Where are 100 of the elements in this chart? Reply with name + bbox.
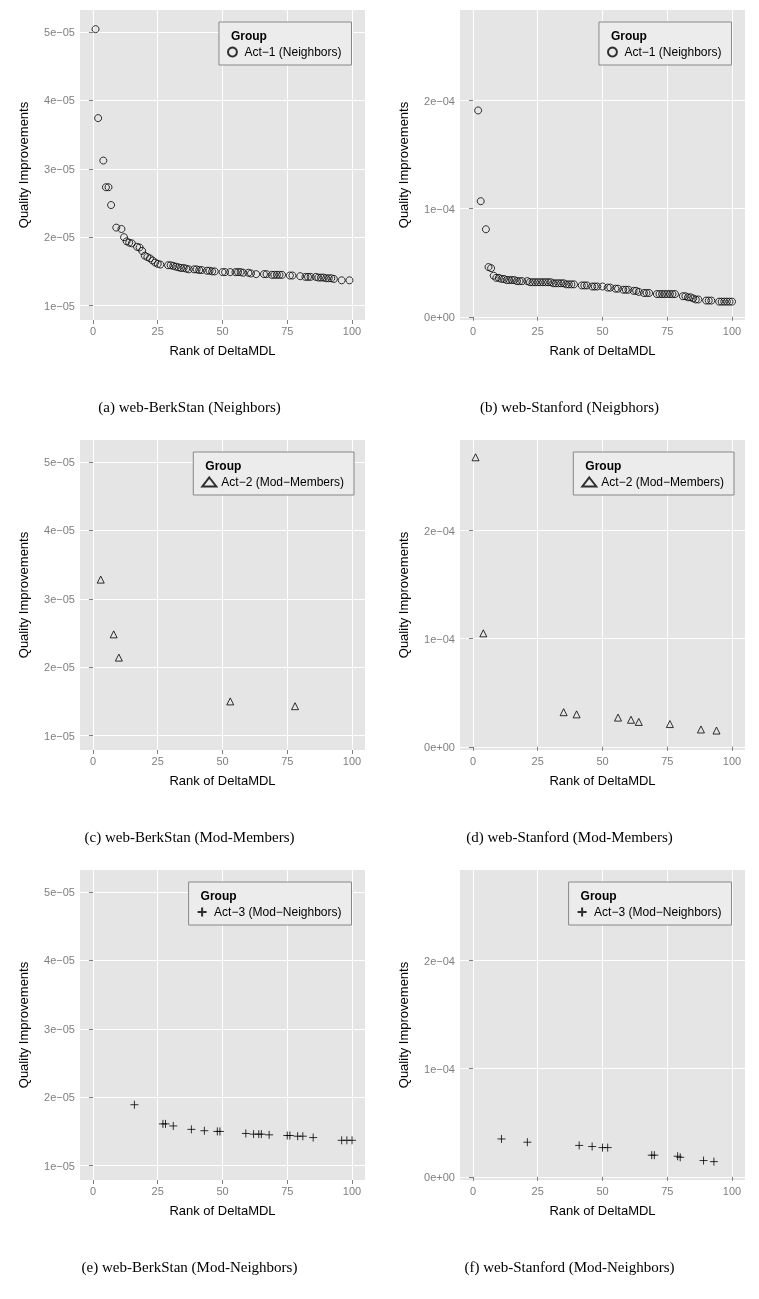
x-tick-label: 100: [722, 754, 742, 767]
point: [109, 630, 118, 639]
legend-label: Act−1 (Neighbors): [244, 45, 342, 59]
y-axis-title: Quality Improvements: [396, 101, 411, 229]
point: [264, 1130, 274, 1140]
y-tick-label: 1e−04: [424, 1062, 455, 1075]
x-tick-label: 75: [281, 324, 294, 337]
y-tick-label: 3e−05: [44, 1022, 75, 1035]
point: [699, 1156, 709, 1166]
point: [587, 1142, 597, 1152]
point: [168, 1121, 178, 1131]
text: (a) web-BerkStan (Neighbors): [98, 398, 281, 416]
x-tick-label: 75: [661, 324, 674, 337]
x-tick-label: 75: [281, 1184, 294, 1197]
text: (d) web-Stanford (Mod-Members): [466, 828, 673, 846]
point: [665, 720, 674, 729]
point: [559, 708, 568, 717]
point: [471, 453, 480, 462]
x-tick-label: 50: [596, 324, 609, 337]
x-tick-label: 0: [469, 324, 477, 337]
point: [522, 1137, 532, 1147]
x-tick-label: 100: [342, 754, 362, 767]
point: [129, 1100, 139, 1110]
y-tick-label: 5e−05: [44, 885, 75, 898]
x-tick-label: 50: [216, 1184, 229, 1197]
x-axis-title: Rank of DeltaMDL: [549, 343, 656, 358]
x-tick-label: 0: [469, 754, 477, 767]
y-axis-title: Quality Improvements: [396, 531, 411, 659]
legend-title: Group: [580, 889, 617, 903]
y-tick-label: 2e−05: [44, 1091, 75, 1104]
legend-title: Group: [610, 29, 647, 43]
x-tick-label: 0: [89, 1184, 97, 1197]
point: [479, 629, 488, 638]
y-tick-label: 0e+00: [424, 310, 455, 323]
point: [496, 1134, 506, 1144]
point: [347, 1135, 357, 1145]
text: (e) web-BerkStan (Mod-Neighbors): [81, 1258, 298, 1276]
legend-label: Act−2 (Mod−Members): [601, 475, 725, 489]
text: (b) web-Stanford (Neigbhors): [479, 398, 660, 416]
x-tick-label: 50: [596, 754, 609, 767]
y-tick-label: 2e−04: [424, 94, 455, 107]
x-tick-label: 25: [151, 1184, 164, 1197]
point: [603, 1143, 613, 1153]
point: [308, 1133, 318, 1143]
x-tick-label: 25: [151, 754, 164, 767]
point: [114, 653, 123, 662]
y-tick-label: 5e−05: [44, 455, 75, 468]
y-tick-label: 2e−04: [424, 954, 455, 967]
y-tick-label: 1e−04: [424, 202, 455, 215]
x-axis-title: Rank of DeltaMDL: [549, 773, 656, 788]
point: [709, 1157, 719, 1167]
point: [199, 1126, 209, 1136]
legend-title: Group: [230, 29, 267, 43]
point: [614, 713, 623, 722]
point: [712, 726, 721, 735]
legend-label: Act−3 (Mod−Neighbors): [214, 905, 342, 919]
x-tick-label: 50: [216, 324, 229, 337]
point: [241, 1128, 251, 1138]
y-tick-label: 3e−05: [44, 162, 75, 175]
y-axis-title: Quality Improvements: [396, 961, 411, 1089]
x-tick-label: 75: [661, 1184, 674, 1197]
x-tick-label: 75: [661, 754, 674, 767]
y-tick-label: 0e+00: [424, 1170, 455, 1183]
point: [298, 1131, 308, 1141]
y-tick-label: 2e−05: [44, 661, 75, 674]
y-tick-label: 1e−05: [44, 729, 75, 742]
legend-title: Group: [585, 459, 622, 473]
x-tick-label: 25: [531, 324, 544, 337]
legend-title: Group: [205, 459, 242, 473]
y-tick-label: 3e−05: [44, 592, 75, 605]
y-tick-label: 5e−05: [44, 25, 75, 38]
y-tick-label: 2e−05: [44, 231, 75, 244]
point: [574, 1140, 584, 1150]
x-tick-label: 100: [722, 324, 742, 337]
legend-label: Act−2 (Mod−Members): [221, 475, 345, 489]
legend-label: Act−3 (Mod−Neighbors): [594, 905, 722, 919]
x-tick-label: 25: [531, 1184, 544, 1197]
x-tick-label: 0: [89, 324, 97, 337]
y-tick-label: 4e−05: [44, 94, 75, 107]
legend-title: Group: [200, 889, 237, 903]
y-axis-title: Quality Improvements: [16, 961, 31, 1089]
legend-label: Act−1 (Neighbors): [624, 45, 722, 59]
x-tick-label: 25: [151, 324, 164, 337]
y-tick-label: 1e−05: [44, 299, 75, 312]
y-tick-label: 2e−04: [424, 524, 455, 537]
x-tick-label: 100: [342, 1184, 362, 1197]
point: [186, 1124, 196, 1134]
x-tick-label: 0: [89, 754, 97, 767]
x-axis-title: Rank of DeltaMDL: [169, 773, 276, 788]
point: [627, 715, 635, 724]
point: [634, 717, 643, 726]
x-tick-label: 100: [342, 324, 362, 337]
text: (c) web-BerkStan (Mod-Members): [84, 828, 295, 846]
x-axis-title: Rank of DeltaMDL: [549, 1203, 656, 1218]
x-tick-label: 25: [531, 754, 544, 767]
x-tick-label: 75: [281, 754, 294, 767]
point: [226, 697, 235, 706]
x-tick-label: 0: [469, 1184, 477, 1197]
x-tick-label: 50: [596, 1184, 609, 1197]
x-tick-label: 50: [216, 754, 229, 767]
